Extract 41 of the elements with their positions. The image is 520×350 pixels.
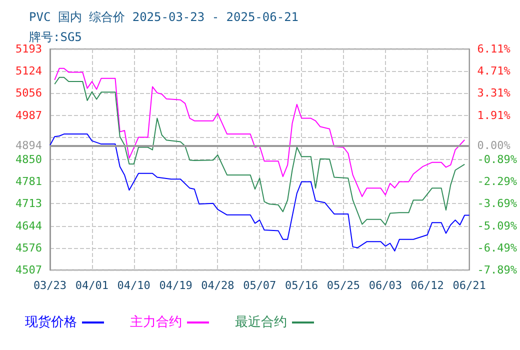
- chart-title: PVC 国内 综合价 2025-03-23 - 2025-06-21: [29, 10, 299, 24]
- y2-tick-label: -7.89%: [477, 264, 518, 276]
- y2-tick-label: 3.31%: [477, 86, 511, 100]
- x-tick-label: 05/25: [326, 279, 360, 292]
- y2-tick-label: -0.89%: [477, 153, 518, 166]
- y-tick-label: 5056: [16, 86, 42, 100]
- x-tick-label: 04/28: [201, 279, 234, 292]
- y-tick-label: 4713: [16, 197, 42, 210]
- y2-tick-label: -6.49%: [477, 241, 518, 254]
- x-tick-label: 04/01: [75, 279, 108, 292]
- y-tick-label: 4644: [16, 219, 42, 232]
- y2-tick-label: -2.29%: [477, 175, 518, 188]
- y2-tick-label: 0.00%: [477, 138, 511, 152]
- legend-label: 主力合约: [130, 314, 182, 330]
- y-tick-label: 4987: [16, 108, 42, 122]
- line-series: [54, 68, 466, 198]
- y-tick-label: 4850: [16, 153, 42, 166]
- y-tick-label: 5193: [16, 42, 42, 56]
- y2-tick-label: 4.71%: [477, 64, 511, 78]
- x-tick-label: 04/10: [117, 279, 150, 292]
- y-tick-label: 4894: [16, 138, 42, 152]
- x-tick-label: 06/21: [452, 279, 486, 292]
- x-tick-label: 05/07: [243, 279, 276, 292]
- x-tick-label: 05/16: [284, 279, 318, 292]
- line-series: [54, 76, 466, 226]
- x-tick-label: 04/19: [159, 279, 192, 292]
- y-tick-label: 4507: [16, 264, 42, 276]
- line-series: [50, 134, 470, 252]
- y2-tick-label: -5.09%: [477, 219, 518, 232]
- y2-tick-label: -3.69%: [477, 197, 518, 210]
- x-tick-label: 03/23: [33, 279, 67, 292]
- chart-subtitle: 牌号:SG5: [29, 30, 82, 44]
- y2-tick-label: 1.91%: [477, 108, 511, 122]
- legend-label: 现货价格: [25, 315, 77, 330]
- x-tick-label: 06/12: [410, 279, 444, 292]
- y2-tick-label: 6.11%: [477, 42, 511, 56]
- legend-label: 最近合约: [235, 315, 287, 330]
- x-tick-label: 06/03: [368, 279, 402, 292]
- y-tick-label: 4781: [16, 175, 42, 188]
- y-tick-label: 5124: [16, 64, 42, 78]
- y-tick-label: 4576: [16, 241, 42, 254]
